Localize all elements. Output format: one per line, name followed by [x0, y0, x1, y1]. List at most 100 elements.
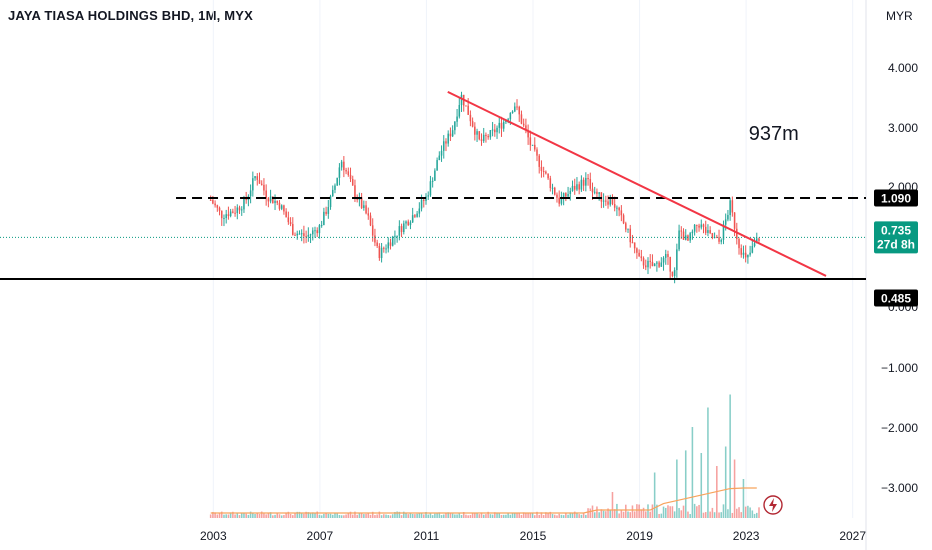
candle-body — [422, 199, 425, 202]
volume-bar — [320, 515, 323, 518]
candle-body — [345, 170, 347, 172]
candle-body — [351, 178, 354, 186]
candle-body — [334, 185, 336, 190]
candle-body — [569, 190, 572, 195]
volume-bar — [740, 512, 743, 518]
candle-body — [278, 202, 281, 209]
volume-bar — [223, 514, 225, 518]
candle-body — [280, 205, 283, 209]
y-tick-label: −3.000 — [881, 481, 918, 495]
volume-bar — [238, 515, 241, 518]
candle-body — [587, 177, 589, 180]
volume-bar — [265, 514, 267, 518]
level-badge-resistance: 1.090 — [874, 189, 918, 207]
candle-body — [540, 166, 543, 171]
volume-bar — [403, 511, 405, 518]
volume-bar — [391, 514, 394, 518]
axis-labels: MYR4.0003.0002.0001.0000.000−1.000−2.000… — [200, 9, 918, 543]
price-badge-text: 27d 8h — [877, 237, 915, 251]
level-badge-support: 0.485 — [874, 289, 918, 307]
candle-body — [573, 185, 576, 190]
volume-bar — [522, 512, 525, 518]
candle-body — [740, 248, 743, 255]
candle-body — [589, 179, 592, 189]
candle-body — [724, 219, 727, 225]
volume-bar — [220, 511, 223, 518]
candle-body — [509, 112, 512, 120]
candle-body — [365, 205, 367, 214]
volume-bar — [731, 512, 734, 518]
candle-body — [265, 190, 267, 199]
candle-body — [283, 205, 285, 212]
volume-bar — [507, 513, 509, 518]
volume-bar — [434, 513, 436, 518]
volume-bar — [416, 513, 418, 518]
candle-body — [367, 213, 370, 216]
candle-body — [693, 224, 696, 232]
volume-bar — [240, 512, 243, 518]
candle-body — [411, 215, 414, 223]
candle-body — [533, 144, 536, 150]
volume-bar — [636, 504, 638, 518]
volume-bar — [358, 512, 361, 518]
lightning-icon-bolt — [769, 498, 777, 512]
candle-body — [285, 211, 287, 218]
volume-bar — [547, 512, 549, 518]
candle-body — [323, 211, 325, 226]
volume-bar — [283, 514, 285, 518]
volume-bar — [518, 513, 521, 518]
candle-body — [336, 177, 338, 186]
candle-body — [389, 242, 392, 246]
candle-body — [576, 184, 578, 190]
candle-body — [314, 230, 316, 232]
candle-body — [296, 233, 299, 236]
volume-bar — [713, 512, 716, 518]
candle-body — [542, 170, 545, 172]
volume-bar — [625, 504, 627, 518]
volume-bar — [744, 506, 747, 518]
volume-bar — [305, 511, 307, 518]
volume-bar — [438, 512, 441, 518]
candle-body — [647, 260, 649, 268]
candle-body — [387, 242, 390, 249]
volume-bar — [309, 513, 312, 518]
candle-body — [298, 233, 301, 235]
candle-body — [664, 254, 667, 258]
volume-bar — [420, 512, 423, 518]
volume-bar — [243, 513, 245, 518]
volume-bar — [480, 512, 483, 518]
candle-body — [591, 188, 594, 193]
volume-bar — [753, 513, 756, 518]
volume-bar — [687, 511, 689, 518]
volume-bar — [476, 512, 478, 518]
annotation-label: 937m — [749, 123, 799, 145]
candle-body — [600, 192, 603, 202]
volume-bar — [709, 511, 711, 518]
candle-body — [216, 205, 219, 208]
volume-bar — [551, 514, 554, 518]
volume-bar — [289, 513, 292, 518]
candle-body — [620, 210, 623, 216]
volume-bar — [704, 512, 707, 518]
candle-body — [378, 245, 381, 259]
candle-body — [232, 211, 234, 213]
volume-bar — [631, 505, 634, 518]
candle-body — [405, 221, 407, 224]
candle-body — [447, 133, 449, 144]
volume-bar — [758, 507, 760, 518]
candle-body — [343, 161, 345, 171]
volume-bar — [749, 507, 751, 518]
candle-body — [218, 207, 221, 211]
x-tick-label: 2015 — [520, 529, 547, 543]
volume-bar — [647, 504, 649, 518]
candle-body — [744, 252, 747, 258]
volume-bar — [669, 506, 671, 518]
candle-body — [638, 252, 640, 257]
volume-bar — [374, 515, 376, 518]
candle-body — [212, 199, 214, 204]
candle-body — [427, 195, 429, 197]
candle-body — [327, 207, 330, 214]
volume-bar — [494, 512, 496, 518]
volume-bar — [700, 453, 703, 518]
